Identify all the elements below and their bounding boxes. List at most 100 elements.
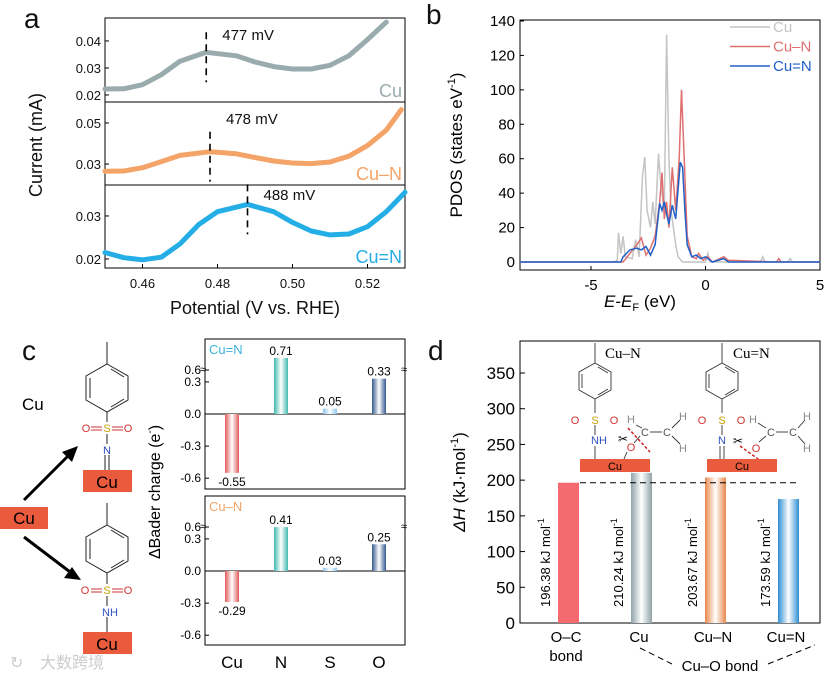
panel-label-a: a [24, 3, 40, 34]
axis-break-mark: ≈ [401, 364, 407, 376]
curve-1 [102, 107, 404, 174]
y-axis-label-part: ) [447, 73, 466, 79]
bar-value-label: 210.24 kJ mol-1 [609, 518, 626, 607]
x-tick-label: 0.48 [205, 276, 230, 291]
axis-break-mark: ≈ [200, 521, 206, 533]
y-tick-label: 0 [506, 614, 515, 633]
group-label: Cu–O bond [682, 658, 759, 675]
bar-value-label: 0.71 [269, 344, 293, 358]
panel-c-scheme: Cu Cu S O O N Cu [0, 342, 133, 672]
plot-frame [519, 19, 821, 271]
y-tick-label: 300 [487, 400, 515, 419]
x-tick-label: 0.46 [130, 276, 155, 291]
y-tick-label: -0.6 [180, 628, 201, 642]
x-axis-label-part: F [632, 302, 639, 314]
carbon-atom: C [767, 427, 775, 439]
scissors-icon: ✂ [618, 432, 628, 446]
y-tick-label: 100 [490, 82, 515, 99]
cu-box [580, 459, 650, 472]
y-tick-label: 0 [507, 254, 515, 271]
y-axis-label-part: ) [450, 432, 469, 438]
bar-Cu [225, 571, 239, 603]
bar-value-label: -0.55 [218, 475, 246, 489]
y-tick-label: 0.0 [184, 564, 201, 578]
oxygen-atom: O [610, 415, 619, 427]
nitrogen-atom: N [103, 445, 111, 457]
y-tick-label: 120 [490, 47, 515, 64]
panel-label-b: b [426, 0, 442, 30]
bar-value-sup: -1 [536, 518, 546, 526]
sulfur-atom: S [103, 423, 110, 435]
bar-0 [558, 482, 579, 623]
peak-label: 477 mV [222, 27, 274, 44]
cu-box [707, 459, 777, 472]
x-category-sublabel: bond [549, 648, 582, 665]
legend-label: Cu=N [773, 58, 812, 75]
pdos-line-2 [520, 161, 820, 263]
bar-value-label: 0.05 [318, 395, 342, 409]
series-label: Cu–N [356, 164, 402, 184]
cu-substrate-label: Cu [13, 509, 35, 528]
x-tick-label: 0 [701, 277, 709, 294]
plot-frame [519, 340, 821, 624]
nh-group: NH [102, 607, 118, 619]
bar-N [274, 357, 288, 414]
arrow-up-icon [22, 446, 78, 502]
bar-value-text: 196.38 kJ mol [538, 526, 553, 607]
y-tick-label: 0.05 [76, 116, 101, 131]
cu-substrate-box [0, 507, 48, 529]
legend-label: Cu [773, 19, 792, 36]
oxygen-atom: O [81, 585, 90, 597]
y-axis-label: Current (mA) [26, 93, 46, 197]
subplot-title: Cu=N [209, 342, 243, 357]
group-bracket [767, 644, 816, 665]
y-tick-label: 40 [498, 185, 515, 202]
bar-value-label: 0.33 [367, 365, 391, 379]
subplot-title: Cu–N [209, 499, 242, 514]
x-tick-label: 0.52 [355, 276, 380, 291]
x-axis-label-part: (eV) [639, 292, 676, 311]
y-tick-label: 140 [490, 13, 515, 30]
y-axis-label-sup: -1 [446, 78, 458, 88]
y-tick-label: 0.6 [184, 520, 201, 534]
bar-value-label: 173.59 kJ mol-1 [756, 518, 773, 607]
oxygen-atom: O [124, 423, 133, 435]
watermark-logo-icon: ↻ [10, 655, 23, 672]
y-axis-label: PDOS (states eV-1) [446, 73, 466, 218]
hydrogen-atom: H [679, 443, 687, 455]
peak-label: 478 mV [226, 111, 278, 128]
bar-2 [705, 477, 726, 623]
sulfur-atom: S [591, 415, 598, 427]
y-tick-label: 200 [487, 471, 515, 490]
molecule-left-bonds [578, 343, 681, 460]
x-category-label: O–C [551, 629, 582, 646]
x-tick-label: 0.50 [280, 276, 305, 291]
cu-box-label: Cu [96, 473, 118, 492]
y-tick-label: -0.3 [180, 596, 201, 610]
y-axis-label-part: ΔH [450, 507, 469, 532]
series-label: Cu [379, 81, 402, 101]
x-tick-label: 5 [816, 277, 824, 294]
axis-break-mark: ≈ [401, 521, 407, 533]
carbon-atom: C [663, 427, 671, 439]
x-category-label: Cu–N [694, 629, 732, 646]
arrow-down-icon [23, 535, 81, 580]
y-tick-label: 350 [487, 364, 515, 383]
oxygen-atom: O [82, 423, 91, 435]
bar-value-label: -0.29 [218, 604, 246, 618]
oxygen-atom: O [737, 415, 746, 427]
bar-value-sup: -1 [609, 518, 619, 526]
inset-title-cu-n: Cu–N [605, 346, 641, 362]
x-axis-label: Potential (V vs. RHE) [170, 298, 340, 318]
panel-c-bader-charge: -0.6-0.30.00.30.6 ≈ ≈Cu=N-0.550.710.050.33… [145, 338, 407, 672]
y-tick-label: 0.3 [184, 532, 201, 546]
x-tick-label: -5 [584, 277, 597, 294]
pdos-line-1 [520, 89, 820, 263]
cu-box [83, 470, 132, 492]
bar-value-sup: -1 [756, 518, 766, 526]
y-tick-label: 80 [498, 116, 515, 133]
y-tick-label: -0.3 [180, 439, 201, 453]
y-axis-label: ΔBader charge (e-) [145, 425, 164, 559]
